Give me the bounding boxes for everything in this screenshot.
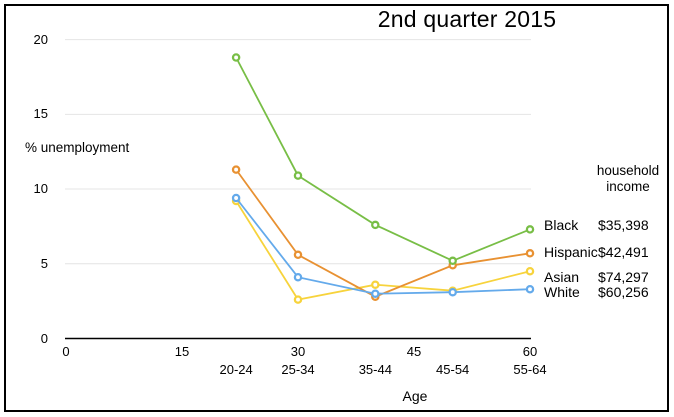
chart-title: 2nd quarter 2015 (377, 6, 557, 32)
x-axis-label: Age (402, 388, 428, 404)
data-point-black-25-34 (293, 171, 303, 180)
data-point-hispanic-55-64 (525, 249, 535, 258)
x-tick-label-30: 30 (290, 344, 306, 359)
data-point-asian-25-34 (293, 295, 303, 304)
legend-heading-line2: income (606, 179, 650, 194)
data-point-white-55-64 (525, 284, 535, 294)
y-axis-label: % unemployment (25, 140, 130, 155)
y-tick-label-15: 15 (33, 106, 48, 122)
series-line-white (235, 197, 531, 295)
x-tick-label-60: 60 (522, 344, 538, 359)
y-tick-label-5: 5 (40, 255, 48, 271)
legend-income-black: $35,398 (598, 217, 649, 233)
legend-name-white: White (544, 284, 580, 300)
data-point-hispanic-20-24 (231, 165, 241, 174)
legend-income-white: $60,256 (598, 284, 649, 300)
legend-income-asian: $74,297 (598, 269, 649, 285)
x-tick-label-45: 45 (406, 344, 422, 359)
legend-income-hispanic: $42,491 (598, 244, 649, 260)
y-tick-label-0: 0 (40, 330, 48, 346)
y-tick-label-20: 20 (33, 31, 48, 47)
data-point-black-20-24 (231, 53, 241, 62)
x-tick-label-0: 0 (62, 344, 70, 359)
age-range-label-25-34: 25-34 (281, 362, 315, 377)
age-range-label-35-44: 35-44 (358, 362, 392, 377)
age-range-label-45-54: 45-54 (436, 362, 470, 377)
age-range-label-20-24: 20-24 (219, 362, 253, 377)
legend-heading: household income (588, 163, 668, 195)
x-tick-label-15: 15 (174, 344, 190, 359)
legend-name-asian: Asian (544, 269, 580, 285)
legend-heading-line1: household (596, 163, 660, 178)
data-point-white-45-54 (448, 287, 457, 297)
data-point-asian-55-64 (525, 266, 535, 276)
series-line-asian (235, 200, 531, 301)
data-point-black-35-44 (371, 220, 380, 230)
data-point-asian-35-44 (371, 280, 380, 289)
data-point-white-25-34 (293, 272, 303, 282)
data-point-white-20-24 (231, 193, 241, 203)
data-point-hispanic-25-34 (293, 250, 303, 260)
data-point-black-45-54 (448, 256, 457, 266)
y-tick-label-10: 10 (33, 181, 48, 197)
data-point-black-55-64 (525, 225, 535, 234)
age-range-label-55-64: 55-64 (513, 362, 547, 377)
legend-name-hispanic: Hispanic (544, 244, 598, 260)
data-point-white-35-44 (371, 289, 380, 298)
legend-name-black: Black (544, 217, 579, 233)
